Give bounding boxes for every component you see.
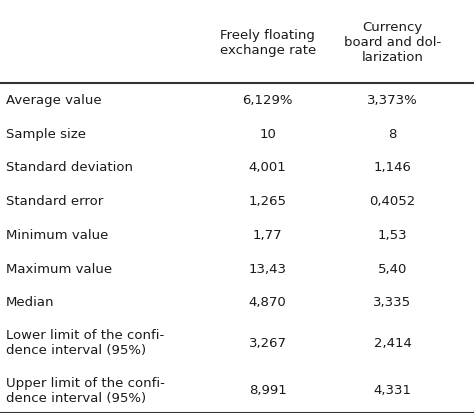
Text: 1,265: 1,265 (249, 195, 287, 208)
Text: 4,870: 4,870 (249, 296, 286, 309)
Text: 3,335: 3,335 (374, 296, 411, 309)
Text: Maximum value: Maximum value (6, 262, 112, 275)
Text: Standard error: Standard error (6, 195, 103, 208)
Text: Currency
board and dol-
larization: Currency board and dol- larization (344, 21, 441, 64)
Text: 6,129%: 6,129% (242, 94, 293, 107)
Text: 3,267: 3,267 (249, 336, 287, 349)
Text: 1,77: 1,77 (253, 228, 283, 241)
Text: Upper limit of the confi-
dence interval (95%): Upper limit of the confi- dence interval… (6, 376, 165, 404)
Text: 1,53: 1,53 (378, 228, 407, 241)
Text: Average value: Average value (6, 94, 102, 107)
Text: 10: 10 (259, 127, 276, 140)
Text: 8: 8 (388, 127, 397, 140)
Text: Freely floating
exchange rate: Freely floating exchange rate (219, 28, 316, 57)
Text: Standard deviation: Standard deviation (6, 161, 133, 174)
Text: 5,40: 5,40 (378, 262, 407, 275)
Text: Lower limit of the confi-
dence interval (95%): Lower limit of the confi- dence interval… (6, 328, 164, 356)
Text: 8,991: 8,991 (249, 383, 286, 396)
Text: Median: Median (6, 296, 55, 309)
Text: 2,414: 2,414 (374, 336, 411, 349)
Text: Minimum value: Minimum value (6, 228, 109, 241)
Text: 13,43: 13,43 (249, 262, 287, 275)
Text: 0,4052: 0,4052 (369, 195, 416, 208)
Text: 3,373%: 3,373% (367, 94, 418, 107)
Text: 4,001: 4,001 (249, 161, 286, 174)
Text: 1,146: 1,146 (374, 161, 411, 174)
Text: 4,331: 4,331 (374, 383, 411, 396)
Text: Sample size: Sample size (6, 127, 86, 140)
